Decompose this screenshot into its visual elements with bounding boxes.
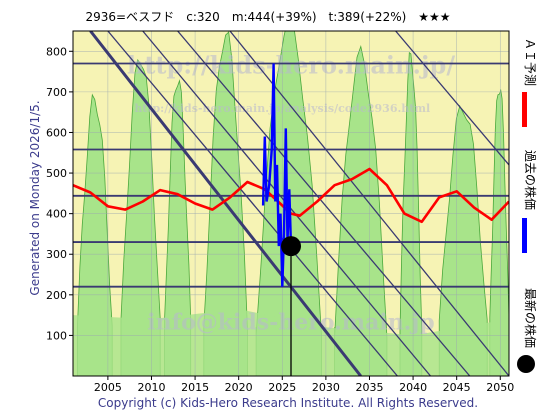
- watermark-url: http://kids-hero.main.jp/: [127, 51, 455, 80]
- x-tick-label: 2015: [181, 381, 209, 394]
- generated-date-label: Generated on Monday 2026/1/5.: [28, 100, 42, 295]
- y-axis-ticks: 100 200 300 400 500 600 700 800: [46, 45, 73, 342]
- x-tick-label: 2030: [312, 381, 340, 394]
- legend-ai-label: ＡＩ予測: [523, 38, 537, 86]
- legend-ai-swatch: [522, 92, 527, 127]
- legend-past-swatch: [522, 218, 527, 253]
- x-tick-label: 2050: [486, 381, 514, 394]
- x-tick-label: 2010: [137, 381, 165, 394]
- green-band: [399, 51, 423, 376]
- chart-header: 2936=ベスフド c:320 m:444(+39%) t:389(+22%) …: [85, 10, 450, 24]
- y-tick-label: 700: [46, 86, 67, 99]
- y-tick-label: 100: [46, 329, 67, 342]
- x-tick-label: 2025: [268, 381, 296, 394]
- y-tick-label: 200: [46, 289, 67, 302]
- diagonal-line: [107, 31, 398, 376]
- x-tick-label: 2035: [355, 381, 383, 394]
- plot-content: http://kids-hero.main.jp/http://kids-her…: [73, 31, 509, 376]
- y-tick-label: 500: [46, 167, 67, 180]
- plot-frame: [72, 30, 510, 377]
- x-axis-ticks: 2005 2010 2015 2020 2025 2030 2035 2040 2045 2050: [94, 376, 514, 394]
- legend-latest-marker: [517, 355, 535, 373]
- y-tick-label: 800: [46, 45, 67, 58]
- legend-latest-label: 最新の株価: [523, 288, 538, 348]
- green-band: [120, 58, 161, 376]
- diagonal-line: [177, 31, 471, 376]
- x-tick-label: 2045: [443, 381, 471, 394]
- green-band: [76, 93, 113, 376]
- bold-diagonal-line: [89, 31, 362, 376]
- copyright-text: Copyright (c) Kids-Hero Research Institu…: [98, 396, 478, 410]
- latest-price-marker: [281, 236, 301, 257]
- legend: ＡＩ予測 過去の株価 最新の株価: [517, 38, 538, 373]
- green-band: [438, 104, 488, 376]
- green-band: [489, 88, 509, 376]
- x-tick-label: 2005: [94, 381, 122, 394]
- x-tick-label: 2020: [225, 381, 253, 394]
- legend-past-label: 過去の株価: [523, 150, 538, 210]
- plot-area: http://kids-hero.main.jp/http://kids-her…: [72, 30, 510, 377]
- x-tick-label: 2040: [399, 381, 427, 394]
- green-band: [164, 79, 192, 376]
- diagonal-line: [395, 31, 509, 166]
- y-tick-label: 300: [46, 248, 67, 261]
- y-tick-label: 400: [46, 208, 67, 221]
- series-past-prices: [261, 63, 293, 287]
- diagonal-line: [229, 31, 509, 376]
- y-tick-label: 600: [46, 126, 67, 139]
